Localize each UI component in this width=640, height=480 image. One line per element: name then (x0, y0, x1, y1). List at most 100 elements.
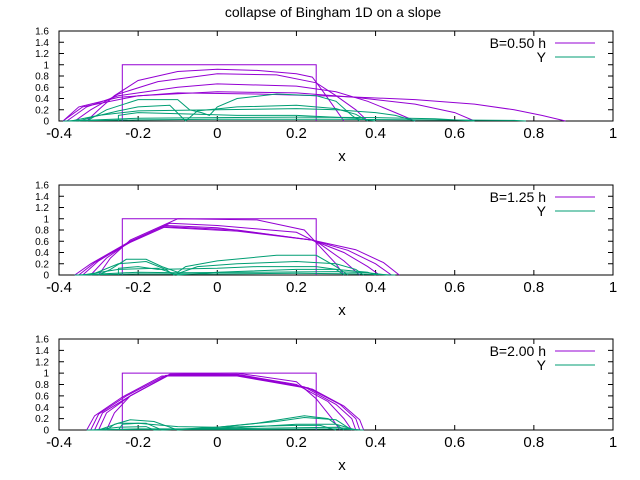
y-tick-label: 1.6 (35, 181, 49, 192)
x-tick-label: -0.4 (46, 125, 72, 142)
x-tick-label: 0.4 (365, 125, 386, 142)
series-h-curve-5 (90, 374, 361, 431)
series-Y-curve-3 (78, 104, 368, 122)
y-tick-label: 1.4 (35, 346, 49, 357)
y-tick-label: 0.2 (35, 414, 49, 425)
x-tick-label: -0.4 (46, 434, 72, 451)
legend-label-h: B=1.25 h (490, 189, 546, 205)
series-h-curve-6 (74, 226, 400, 276)
y-tick-label: 1 (43, 369, 49, 380)
series-Y-curve-5 (66, 116, 475, 122)
x-tick-label: 1 (609, 279, 617, 296)
series-h (86, 372, 365, 431)
x-tick-label: 0.6 (444, 125, 465, 142)
x-tick-label: 0 (213, 279, 221, 296)
y-tick-label: 1.6 (35, 27, 49, 38)
x-tick-label: -0.2 (125, 279, 151, 296)
x-tick-label: 0.6 (444, 434, 465, 451)
series-h-curve-2 (98, 218, 345, 276)
chart-panel-2: 00.20.40.60.811.21.41.6-0.4 -0.2 0 0.2 0.4 0.… (35, 181, 617, 320)
series-Y-curve-5 (78, 271, 388, 276)
legend-label-h: B=2.00 h (490, 343, 546, 359)
series-Y (86, 415, 364, 431)
series-Y-curve-6 (62, 118, 526, 122)
y-tick-label: 0.6 (35, 391, 49, 402)
x-axis-label: x (338, 302, 346, 319)
series-Y (74, 254, 396, 276)
series-h-curve-6 (86, 375, 365, 431)
x-tick-label: -0.2 (125, 125, 151, 142)
y-tick-label: 0.2 (35, 105, 49, 116)
series-Y-curve-2 (106, 415, 345, 431)
series-Y-curve-1 (117, 422, 337, 431)
y-tick-label: 1 (43, 214, 49, 225)
y-tick-label: 1.4 (35, 38, 49, 49)
series-Y-curve-2 (86, 93, 360, 122)
x-tick-label: -0.4 (46, 279, 72, 296)
series-h-curve-5 (78, 226, 392, 276)
series-Y (62, 93, 526, 122)
legend-label-h: B=0.50 h (490, 35, 546, 51)
x-tick-label: 0.4 (365, 279, 386, 296)
series-Y-curve-4 (70, 108, 416, 122)
series-Y-curve-6 (86, 428, 364, 431)
y-tick-label: 0.4 (35, 403, 49, 414)
x-tick-label: 0.8 (523, 125, 544, 142)
y-tick-label: 1.6 (35, 335, 49, 346)
series-Y-curve-3 (98, 416, 353, 431)
legend-label-Y: Y (537, 357, 547, 373)
y-tick-label: 1.2 (35, 357, 49, 368)
series-h-curve-1 (121, 64, 317, 121)
x-tick-label: 1 (609, 434, 617, 451)
series-h-curve-1 (121, 218, 317, 275)
y-tick-label: 0.4 (35, 248, 49, 259)
series-h-curve-3 (90, 222, 361, 276)
series-h-curve-3 (98, 373, 353, 431)
y-tick-label: 0.6 (35, 237, 49, 248)
series-h-curve-5 (62, 91, 475, 122)
y-tick-label: 0 (43, 426, 49, 437)
y-tick-label: 0 (43, 117, 49, 128)
x-axis-label: x (338, 148, 346, 165)
series-Y-curve-3 (90, 260, 364, 276)
x-tick-label: 0 (213, 125, 221, 142)
x-tick-label: 0.2 (286, 279, 307, 296)
series-h (74, 218, 400, 276)
chart-panels: 00.20.40.60.811.21.41.6-0.4 -0.2 0 0.2 0.4 0.… (35, 27, 617, 475)
x-axis-label: x (338, 457, 346, 474)
y-tick-label: 0 (43, 271, 49, 282)
series-Y-curve-2 (98, 254, 349, 276)
y-tick-label: 1.2 (35, 203, 49, 214)
y-tick-label: 0.8 (35, 226, 49, 237)
series-h-curve-3 (74, 73, 369, 122)
chart-panel-1: 00.20.40.60.811.21.41.6-0.4 -0.2 0 0.2 0.4 0.… (35, 27, 617, 166)
y-tick-label: 0.6 (35, 83, 49, 94)
y-tick-label: 1 (43, 60, 49, 71)
figure-title: collapse of Bingham 1D on a slope (225, 4, 442, 20)
series-Y-curve-6 (74, 272, 396, 276)
series-Y-curve-1 (117, 266, 345, 276)
x-tick-label: -0.2 (125, 434, 151, 451)
y-tick-label: 0.2 (35, 259, 49, 270)
y-tick-label: 0.8 (35, 380, 49, 391)
legend-label-Y: Y (537, 203, 547, 219)
series-h-curve-6 (62, 92, 566, 122)
series-h (62, 64, 566, 122)
series-h-curve-2 (106, 372, 341, 431)
x-tick-label: 0.2 (286, 125, 307, 142)
y-tick-label: 1.2 (35, 49, 49, 60)
x-tick-label: 0.2 (286, 434, 307, 451)
y-tick-label: 0.8 (35, 72, 49, 83)
x-tick-label: 0 (213, 434, 221, 451)
x-tick-label: 0.8 (523, 279, 544, 296)
x-tick-label: 1 (609, 125, 617, 142)
x-tick-label: 0.8 (523, 434, 544, 451)
series-h-curve-4 (94, 374, 357, 431)
x-tick-label: 0.4 (365, 434, 386, 451)
x-tick-label: 0.6 (444, 279, 465, 296)
chart-panel-3: 00.20.40.60.811.21.41.6-0.4 -0.2 0 0.2 0.4 0.… (35, 335, 617, 475)
y-tick-label: 1.4 (35, 192, 49, 203)
legend-label-Y: Y (537, 49, 547, 65)
y-tick-label: 0.4 (35, 94, 49, 105)
